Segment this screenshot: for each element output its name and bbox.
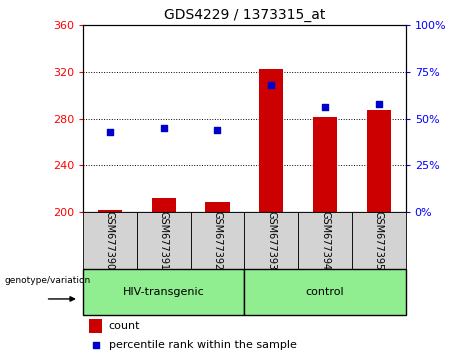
Bar [83,212,137,269]
Text: GSM677393: GSM677393 [266,211,276,270]
Bar [244,212,298,269]
Text: control: control [306,287,344,297]
Text: GSM677392: GSM677392 [213,211,223,270]
Bar [313,118,337,212]
Text: GSM677394: GSM677394 [320,211,330,270]
Title: GDS4229 / 1373315_at: GDS4229 / 1373315_at [164,8,325,22]
Point [160,125,167,131]
Bar [298,212,352,269]
Text: genotype/variation: genotype/variation [4,276,90,285]
Bar [244,269,406,315]
Point [321,104,329,110]
Bar [98,210,122,212]
Bar [190,212,244,269]
Bar [366,110,391,212]
Bar [259,69,284,212]
Bar [89,319,102,333]
Text: percentile rank within the sample: percentile rank within the sample [109,341,297,350]
Point [214,127,221,133]
Text: GSM677391: GSM677391 [159,211,169,270]
Bar [152,198,176,212]
Text: GSM677390: GSM677390 [105,211,115,270]
Text: GSM677395: GSM677395 [374,211,384,270]
Point [92,343,100,348]
Text: count: count [109,321,140,331]
Text: HIV-transgenic: HIV-transgenic [123,287,205,297]
Bar [205,202,230,212]
Point [106,129,113,135]
Bar [83,269,244,315]
Point [267,82,275,88]
Bar [352,212,406,269]
Bar [137,212,190,269]
Point [375,101,383,107]
